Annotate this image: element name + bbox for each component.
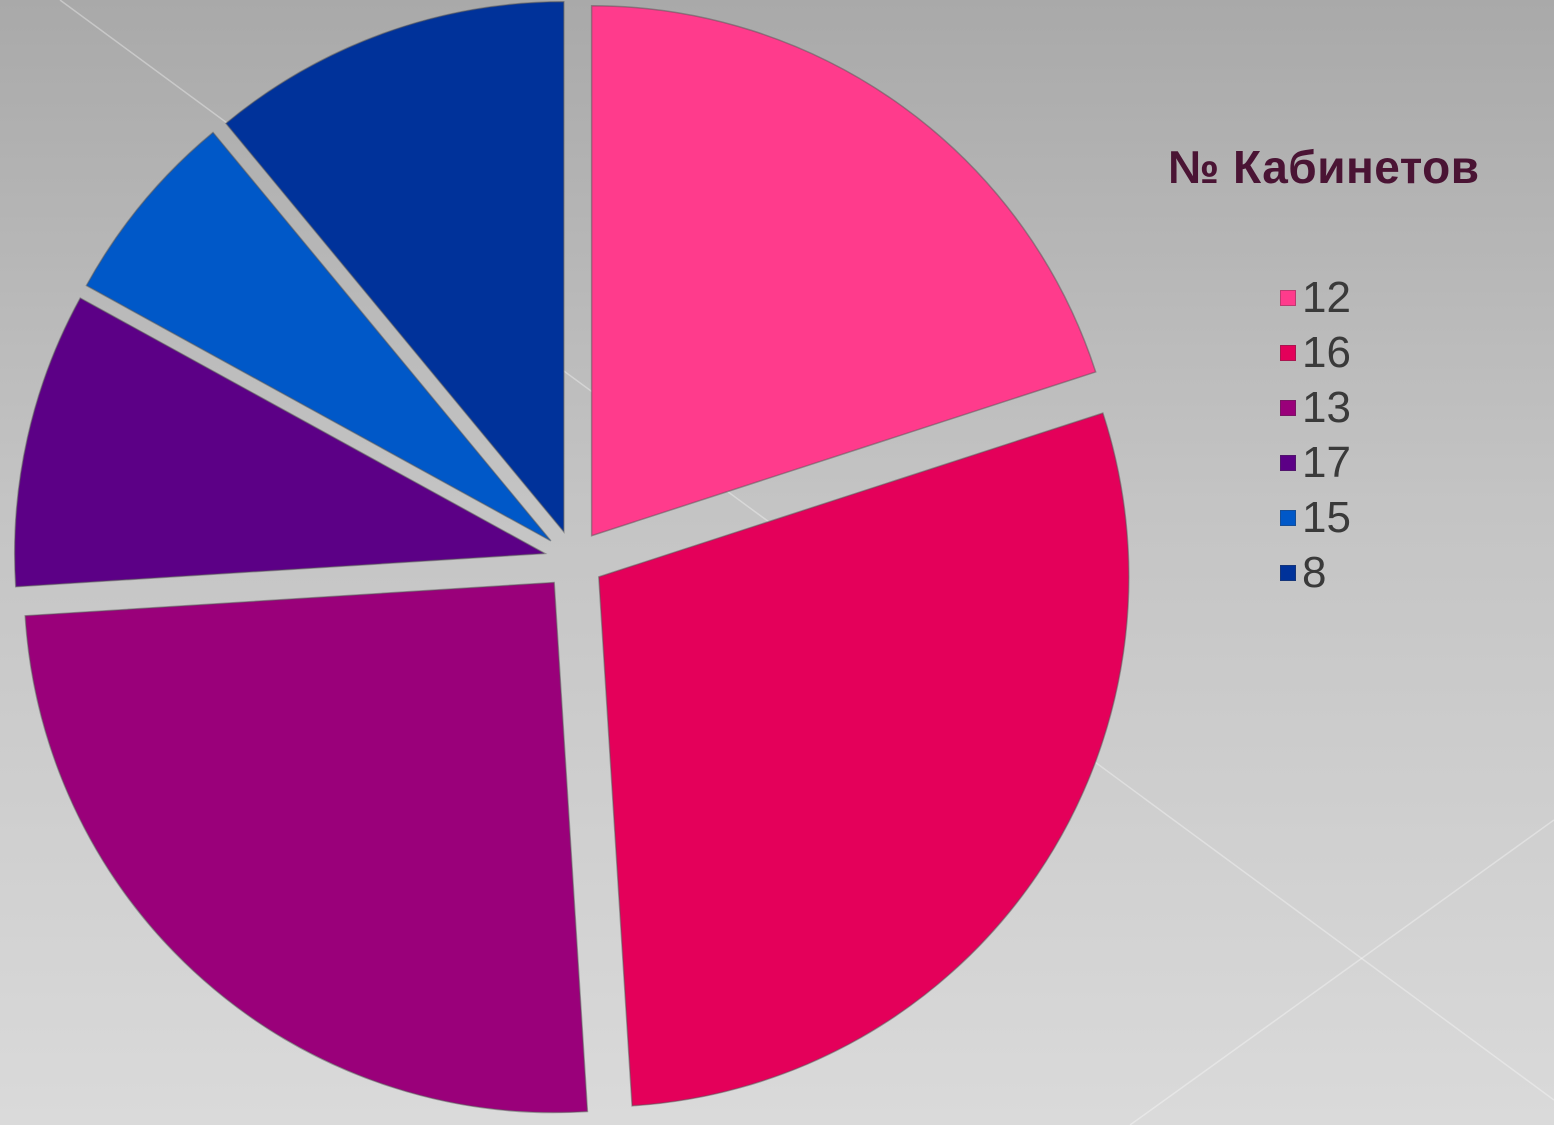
legend-item-8: 8 <box>1280 545 1351 600</box>
legend-item-15: 15 <box>1280 490 1351 545</box>
legend-label: 15 <box>1302 492 1351 542</box>
chart-title: № Кабинетов <box>1168 141 1480 193</box>
legend-label: 8 <box>1302 547 1327 597</box>
legend-swatch <box>1280 564 1296 581</box>
legend-label: 17 <box>1302 437 1351 487</box>
legend-swatch <box>1280 509 1296 526</box>
pie-slice-12 <box>590 4 1097 537</box>
legend-item-16: 16 <box>1280 325 1351 380</box>
pie-slice-13 <box>24 581 589 1114</box>
legend-item-13: 13 <box>1280 380 1351 435</box>
legend-swatch <box>1280 289 1296 306</box>
legend-label: 16 <box>1302 327 1351 377</box>
legend-label: 13 <box>1302 382 1351 432</box>
legend: 12 16 13 17 15 8 <box>1280 270 1351 600</box>
legend-swatch <box>1280 399 1296 416</box>
legend-swatch <box>1280 454 1296 471</box>
pie-slice-17 <box>13 297 548 588</box>
legend-label: 12 <box>1302 272 1351 322</box>
pie-slice-15 <box>85 131 552 542</box>
legend-swatch <box>1280 344 1296 361</box>
pie-slice-16 <box>598 412 1130 1107</box>
legend-item-12: 12 <box>1280 270 1351 325</box>
legend-item-17: 17 <box>1280 435 1351 490</box>
pie-slice-8 <box>224 1 565 534</box>
